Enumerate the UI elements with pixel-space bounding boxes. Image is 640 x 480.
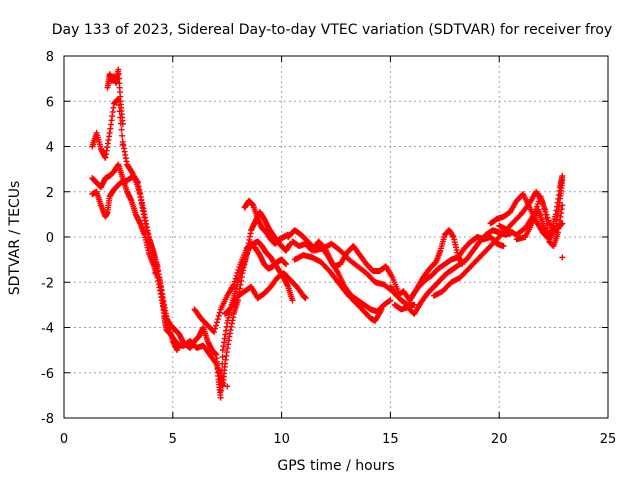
axis-ticks: 0 5 10 15 20 25 -8 -6 -4 -2 0 2 4 6 8 xyxy=(41,50,616,447)
y-axis-title: SDTVAR / TECUs xyxy=(7,181,23,296)
y-tick-label: 6 xyxy=(46,95,54,110)
chart-title: Day 133 of 2023, Sidereal Day-to-day VTE… xyxy=(52,22,612,38)
y-tick-label: -8 xyxy=(41,412,54,427)
data-point xyxy=(219,353,226,360)
data-point xyxy=(500,243,507,250)
data-point xyxy=(289,297,296,304)
data-point xyxy=(212,325,219,332)
data-point xyxy=(387,297,394,304)
y-tick-label: 0 xyxy=(46,231,54,246)
y-tick-label: -4 xyxy=(41,322,54,337)
data-point xyxy=(219,360,226,367)
x-tick-label: 5 xyxy=(169,432,177,447)
data-point xyxy=(378,306,385,313)
y-tick-label: 4 xyxy=(46,141,54,156)
data-point xyxy=(217,387,224,394)
x-tick-label: 15 xyxy=(382,432,399,447)
data-point xyxy=(213,322,220,329)
data-points xyxy=(89,66,566,401)
data-point xyxy=(224,383,231,390)
data-point xyxy=(119,132,126,139)
data-point xyxy=(282,261,289,268)
x-axis-title: GPS time / hours xyxy=(277,458,394,474)
data-point xyxy=(119,120,126,127)
grid-lines xyxy=(64,56,608,418)
data-point xyxy=(218,367,225,374)
data-point xyxy=(152,270,159,277)
data-point xyxy=(233,272,240,279)
data-point xyxy=(235,266,242,273)
data-point xyxy=(411,301,418,308)
data-point xyxy=(230,281,237,288)
x-tick-label: 0 xyxy=(60,432,68,447)
data-point xyxy=(232,275,239,282)
y-tick-label: 2 xyxy=(46,186,54,201)
data-point xyxy=(544,214,551,221)
data-point xyxy=(216,309,223,316)
data-point xyxy=(559,254,566,261)
x-tick-label: 10 xyxy=(273,432,290,447)
data-point xyxy=(559,172,566,179)
x-tick-label: 25 xyxy=(600,432,617,447)
data-point xyxy=(215,312,222,319)
data-point xyxy=(217,394,224,401)
data-point xyxy=(218,374,225,381)
data-point xyxy=(214,316,221,323)
y-tick-label: -2 xyxy=(41,276,54,291)
data-point xyxy=(236,264,243,271)
y-tick-label: 8 xyxy=(46,50,54,65)
y-tick-label: -6 xyxy=(41,367,54,382)
data-point xyxy=(119,141,126,148)
data-point xyxy=(174,347,181,354)
data-point xyxy=(302,295,309,302)
data-point xyxy=(218,381,225,388)
x-tick-label: 20 xyxy=(491,432,508,447)
data-point xyxy=(211,329,218,336)
data-point xyxy=(213,319,220,326)
data-point xyxy=(118,126,125,133)
data-point xyxy=(231,278,238,285)
data-point xyxy=(234,269,241,276)
data-point xyxy=(559,202,566,209)
